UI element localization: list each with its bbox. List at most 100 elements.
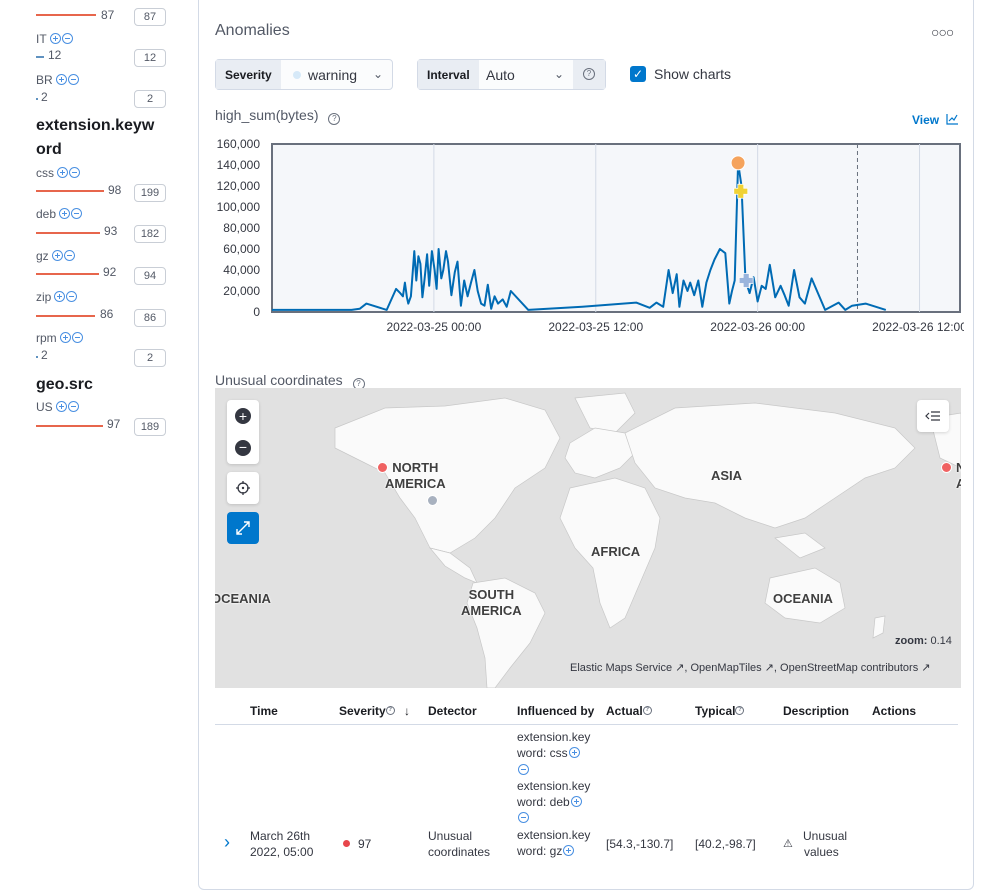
show-charts-label[interactable]: Show charts: [654, 66, 732, 82]
plot-area: [271, 143, 961, 313]
column-header-time[interactable]: Time: [250, 704, 278, 718]
influencers-sidebar: 87 87 IT 12 12 BR 2 2 extension.keyw ord…: [0, 0, 198, 863]
column-header-influenced-by[interactable]: Influenced by: [517, 704, 595, 718]
influencer-row: US 97 189: [36, 400, 166, 436]
severity-select[interactable]: Severity warning ⌄: [215, 59, 393, 90]
column-header-actual[interactable]: Actual?: [606, 704, 652, 718]
series-line: [272, 161, 887, 311]
filter-in-icon[interactable]: [51, 250, 63, 261]
more-options-icon[interactable]: ○○○: [931, 24, 954, 40]
filter-in-icon[interactable]: [57, 167, 68, 178]
y-tick-label: 120,000: [217, 179, 261, 193]
filter-in-icon[interactable]: [55, 74, 67, 85]
influencer-count-badge: 182: [134, 225, 166, 243]
actual-location-marker[interactable]: [941, 462, 952, 473]
interval-value: Auto: [486, 67, 515, 83]
filter-in-icon[interactable]: [54, 291, 66, 302]
y-tick-label: 80,000: [223, 221, 260, 235]
actual-location-marker[interactable]: [377, 462, 388, 473]
chevron-down-icon: ⌄: [554, 67, 565, 81]
question-icon: ?: [385, 706, 395, 715]
severity-label: Severity: [216, 60, 281, 89]
row-influenced-by: extension.key word: css extension.key wo…: [517, 729, 590, 859]
map-zoom-indicator: zoom: 0.14: [895, 635, 952, 647]
sort-descending-icon[interactable]: ↓: [404, 704, 411, 718]
column-header-typical[interactable]: Typical?: [695, 704, 745, 718]
influencer-bar: [36, 98, 38, 100]
layer-control-button[interactable]: [917, 400, 949, 432]
row-detector: Unusual coordinates: [428, 829, 491, 859]
influencer-entry: extension.key word: css: [517, 729, 590, 778]
filter-out-icon[interactable]: [69, 167, 80, 178]
filter-in-icon[interactable]: [570, 796, 582, 808]
show-charts-checkbox[interactable]: ✓: [630, 66, 646, 82]
filter-in-icon[interactable]: [59, 332, 71, 343]
influencer-bar: [36, 190, 104, 192]
anomaly-chart: 160,000 140,000 120,000 100,000 80,000 60,000…: [217, 137, 964, 334]
expand-row-chevron-icon[interactable]: ›: [224, 832, 230, 852]
anomaly-marker: [738, 273, 754, 288]
collapse-layers-icon: [925, 411, 940, 421]
map-label-oceania-right: OCEANIA: [773, 591, 833, 606]
influencer-score: 98: [108, 183, 122, 197]
column-header-severity[interactable]: Severity? ↓: [339, 704, 411, 718]
influencer-label: rpm: [36, 331, 83, 345]
filter-out-icon[interactable]: [63, 250, 75, 261]
interval-label: Interval: [418, 60, 479, 89]
attribution-link[interactable]: OpenStreetMap contributors: [780, 662, 919, 674]
attribution-link[interactable]: OpenMapTiles: [690, 662, 762, 674]
column-header-actions: Actions: [872, 704, 917, 718]
influencer-count-badge: 2: [134, 90, 166, 108]
y-tick-label: 100,000: [217, 200, 261, 214]
x-tick-label: 2022-03-25 00:00: [387, 320, 482, 334]
filter-out-icon[interactable]: [61, 33, 73, 44]
filter-in-icon[interactable]: [563, 845, 575, 857]
external-link-icon: ↗: [918, 662, 931, 674]
influencer-row: deb 93 182: [36, 207, 166, 243]
anomaly-marker: [733, 183, 749, 199]
warning-icon: ⚠: [783, 838, 793, 850]
zoom-in-icon[interactable]: +: [235, 408, 251, 424]
filter-in-icon[interactable]: [49, 33, 61, 44]
typical-location-marker[interactable]: [427, 495, 438, 506]
filter-out-icon[interactable]: [67, 74, 79, 85]
influencer-field-heading: extension.keyw ord: [36, 117, 155, 158]
influencer-entry: extension.key word: deb: [517, 778, 590, 827]
view-in-explorer-link[interactable]: View: [912, 113, 959, 127]
influencer-score: 97: [107, 417, 121, 431]
row-severity: 97: [343, 836, 371, 852]
filter-out-icon[interactable]: [71, 332, 83, 343]
filter-in-icon[interactable]: [59, 208, 71, 219]
table-header-divider: [215, 724, 958, 725]
map-label-south-america: SOUTH AMERICA: [461, 587, 522, 618]
severity-value: warning: [308, 67, 358, 83]
question-icon: ?: [642, 706, 652, 715]
influencer-score: 86: [100, 307, 114, 321]
filter-in-icon[interactable]: [568, 747, 580, 759]
zoom-out-icon[interactable]: −: [235, 440, 251, 456]
influencer-row: gz 92 94: [36, 249, 166, 285]
filter-out-icon[interactable]: [71, 208, 83, 219]
y-tick-label: 160,000: [217, 137, 261, 151]
interval-select[interactable]: Interval Auto ⌄ ?: [417, 59, 606, 90]
influencer-label: deb: [36, 207, 83, 221]
set-view-button[interactable]: [227, 472, 259, 504]
influencer-count-badge: 199: [134, 184, 166, 202]
fullscreen-button[interactable]: [227, 512, 259, 544]
filter-out-icon[interactable]: [67, 401, 79, 412]
column-header-detector[interactable]: Detector: [428, 704, 477, 718]
interval-help-button[interactable]: ?: [573, 60, 605, 89]
filter-out-icon[interactable]: [518, 763, 529, 775]
filter-in-icon[interactable]: [55, 401, 67, 412]
column-header-description[interactable]: Description: [783, 704, 850, 718]
filter-out-icon[interactable]: [66, 291, 78, 302]
coordinates-map[interactable]: + − NORTH AMERICA ASIA AFRICA SOUTH AMERIC…: [215, 388, 961, 688]
filter-out-icon[interactable]: [518, 812, 529, 824]
map-label-oceania-left: OCEANIA: [215, 591, 271, 606]
attribution-link[interactable]: Elastic Maps Service: [570, 662, 673, 674]
influencer-score: 12: [48, 48, 62, 62]
y-tick-label: 40,000: [223, 263, 260, 277]
influencer-row: BR 2 2: [36, 73, 166, 108]
question-icon: ?: [583, 68, 595, 80]
influencer-row: css 98 199: [36, 166, 166, 202]
